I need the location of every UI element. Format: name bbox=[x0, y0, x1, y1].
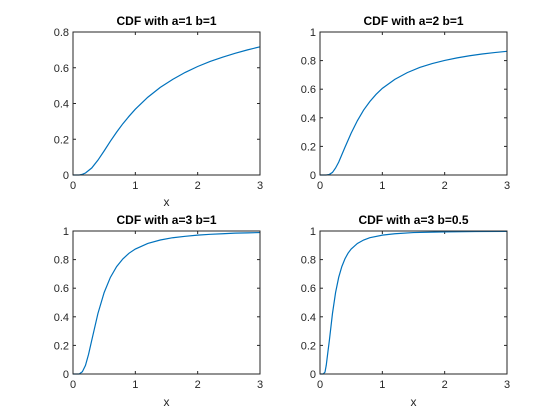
subplot-4-y-tick-label-2: 0.4 bbox=[301, 312, 316, 324]
subplot-2-cdf-line bbox=[320, 50, 508, 176]
subplot-4-title: CDF with a=3 b=0.5 bbox=[358, 213, 468, 227]
subplot-1-cdf-line bbox=[73, 46, 261, 176]
subplot-3-y-tick-label-0: 0 bbox=[63, 369, 69, 381]
subplot-4-ticks: 0 1 2 3 0 0.2 0.4 0.6 0.8 1 bbox=[301, 226, 510, 391]
subplot-2-ticks: 0 1 2 3 0 0.2 0.4 0.6 0.8 1 bbox=[301, 27, 510, 192]
subplot-2-x-tick-label-3: 3 bbox=[504, 180, 510, 192]
subplot-1-x-tick-label-2: 2 bbox=[195, 180, 201, 192]
subplot-4-y-tick-label-5: 1 bbox=[310, 226, 316, 238]
subplot-2-y-tick-label-5: 1 bbox=[310, 27, 316, 39]
subplot-3-y-tick-label-4: 0.8 bbox=[54, 255, 69, 267]
subplot-4-x-axis-label: x bbox=[411, 395, 417, 409]
subplot-4-y-tick-label-4: 0.8 bbox=[301, 255, 316, 267]
subplot-4-x-tick-label-1: 1 bbox=[379, 379, 385, 391]
subplot-4: CDF with a=3 b=0.5 0 1 2 3 0 0.2 0.4 0.6 0.8 1 x bbox=[301, 213, 510, 409]
subplot-2: CDF with a=2 b=1 0 1 2 3 0 0.2 0.4 0.6 0.8 1 bbox=[301, 14, 510, 192]
subplot-1-title: CDF with a=1 b=1 bbox=[116, 14, 216, 28]
subplot-4-x-tick-label-2: 2 bbox=[442, 379, 448, 391]
subplot-3: CDF with a=3 b=1 0 1 2 3 0 0.2 0.4 0.6 0.8 1 x bbox=[54, 213, 263, 409]
subplot-2-y-tick-label-0: 0 bbox=[310, 170, 316, 182]
subplot-3-x-tick-label-2: 2 bbox=[195, 379, 201, 391]
subplot-4-axes-box bbox=[319, 230, 508, 375]
subplot-2-x-tick-label-0: 0 bbox=[317, 180, 323, 192]
subplot-3-x-tick-label-0: 0 bbox=[70, 379, 76, 391]
subplot-4-x-tick-label-0: 0 bbox=[317, 379, 323, 391]
subplot-3-y-tick-label-3: 0.6 bbox=[54, 283, 69, 295]
subplot-3-x-tick-label-1: 1 bbox=[132, 379, 138, 391]
subplot-4-y-tick-label-3: 0.6 bbox=[301, 283, 316, 295]
subplot-4-x-tick-label-3: 3 bbox=[504, 379, 510, 391]
subplot-1-y-tick-label-0: 0 bbox=[63, 170, 69, 182]
subplot-2-y-tick-label-2: 0.4 bbox=[301, 113, 316, 125]
subplot-4-y-tick-label-1: 0.2 bbox=[301, 340, 316, 352]
subplot-2-axes-box bbox=[319, 31, 508, 176]
subplot-2-x-tick-label-2: 2 bbox=[442, 180, 448, 192]
subplot-2-y-tick-label-4: 0.8 bbox=[301, 56, 316, 68]
subplot-3-y-tick-label-5: 1 bbox=[63, 226, 69, 238]
subplot-1: CDF with a=1 b=1 0 1 2 3 0 0.2 0.4 0.6 0.8 x bbox=[54, 14, 263, 209]
subplot-1-y-tick-label-3: 0.6 bbox=[54, 63, 69, 75]
subplot-1-y-tick-label-1: 0.2 bbox=[54, 134, 69, 146]
subplot-2-y-tick-label-1: 0.2 bbox=[301, 141, 316, 153]
subplot-1-x-tick-label-3: 3 bbox=[257, 180, 263, 192]
subplot-4-cdf-line bbox=[320, 230, 508, 375]
subplot-3-x-tick-label-3: 3 bbox=[257, 379, 263, 391]
subplot-1-y-tick-label-2: 0.4 bbox=[54, 99, 69, 111]
subplot-3-title: CDF with a=3 b=1 bbox=[116, 213, 216, 227]
subplot-2-x-tick-label-1: 1 bbox=[379, 180, 385, 192]
subplot-3-axes-box bbox=[72, 230, 261, 375]
subplot-2-y-tick-label-3: 0.6 bbox=[301, 84, 316, 96]
subplot-3-y-tick-label-1: 0.2 bbox=[54, 340, 69, 352]
subplot-1-axes-box bbox=[72, 31, 261, 176]
subplot-3-x-axis-label: x bbox=[164, 395, 170, 409]
subplot-3-y-tick-label-2: 0.4 bbox=[54, 312, 69, 324]
subplot-1-x-tick-label-1: 1 bbox=[132, 180, 138, 192]
subplot-3-cdf-line bbox=[73, 231, 261, 375]
subplot-1-y-tick-label-4: 0.8 bbox=[54, 27, 69, 39]
subplot-4-y-tick-label-0: 0 bbox=[310, 369, 316, 381]
subplot-2-title: CDF with a=2 b=1 bbox=[363, 14, 463, 28]
subplot-1-x-tick-label-0: 0 bbox=[70, 180, 76, 192]
subplot-1-x-axis-label: x bbox=[164, 195, 170, 209]
